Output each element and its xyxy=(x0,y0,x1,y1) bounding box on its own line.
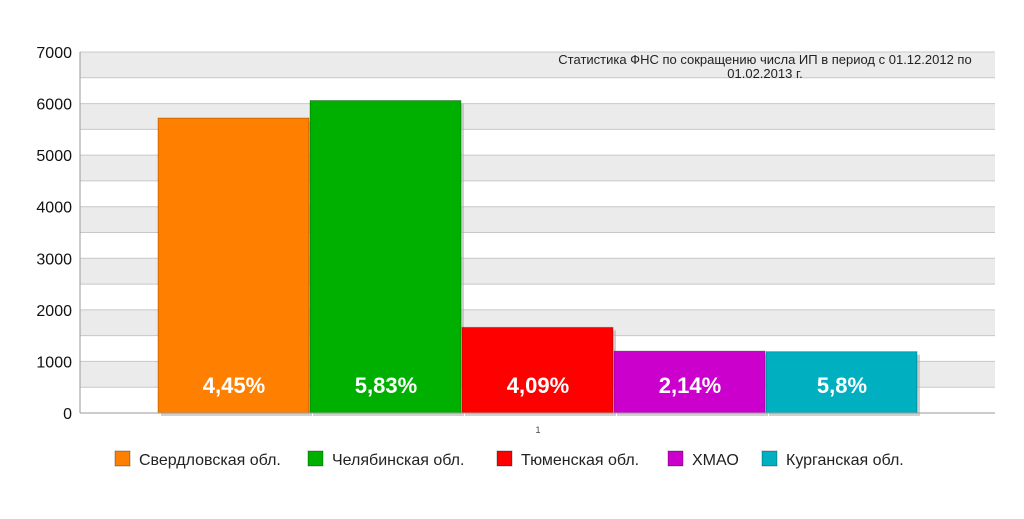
y-tick-label: 2000 xyxy=(36,303,72,320)
grid-band xyxy=(80,52,995,78)
x-category-label: 1 xyxy=(535,425,540,435)
legend: Свердловская обл. Челябинская обл. Тюменск… xyxy=(114,450,904,469)
bar-data-label: 5,83% xyxy=(355,373,417,398)
y-tick-label: 4000 xyxy=(36,200,72,217)
bar-data-label: 4,09% xyxy=(507,373,569,398)
legend-swatch xyxy=(761,450,778,467)
bar xyxy=(157,117,310,414)
legend-entry: Курганская обл. xyxy=(786,452,904,469)
legend-entry: Свердловская обл. xyxy=(139,452,281,469)
y-tick-label: 5000 xyxy=(36,148,72,165)
bar-data-label: 5,8% xyxy=(817,373,867,398)
y-tick-label: 1000 xyxy=(36,354,72,371)
legend-entry: Челябинская обл. xyxy=(332,452,464,469)
axes: 0 1000 2000 3000 4000 5000 6000 7000 xyxy=(36,45,995,423)
legend-swatch xyxy=(496,450,513,467)
y-tick-label: 7000 xyxy=(36,45,72,62)
y-tick-label: 6000 xyxy=(36,97,72,114)
chart-title-line1: Статистика ФНС по сокращению числа ИП в … xyxy=(558,52,971,67)
legend-swatch xyxy=(667,450,684,467)
bar xyxy=(461,326,614,414)
legend-entry: Тюменская обл. xyxy=(521,452,639,469)
bar xyxy=(765,351,918,414)
bar-data-label: 2,14% xyxy=(659,373,721,398)
bar xyxy=(309,99,462,414)
y-tick-label: 0 xyxy=(63,406,72,423)
legend-swatch xyxy=(114,450,131,467)
bar xyxy=(613,350,766,414)
y-tick-label: 3000 xyxy=(36,251,72,268)
bar-data-label: 4,45% xyxy=(203,373,265,398)
legend-entry: ХМАО xyxy=(692,452,739,469)
grid-band xyxy=(80,77,995,104)
chart-title-line2: 01.02.2013 г. xyxy=(727,66,802,81)
legend-swatch xyxy=(307,450,324,467)
bars: 4,45% 5,83% 4,09% 2,14% 5,8% xyxy=(157,99,920,417)
